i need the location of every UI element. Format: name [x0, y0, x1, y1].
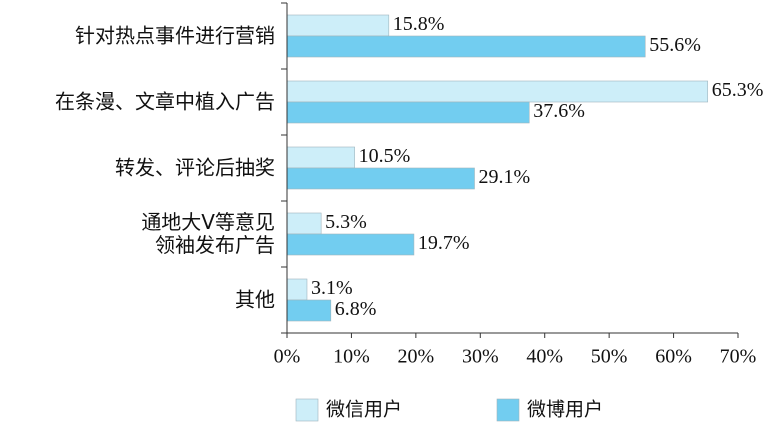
value-label: 5.3% [325, 211, 367, 233]
x-tick-label: 40% [526, 346, 563, 368]
bar [286, 80, 709, 103]
x-tick-label: 10% [333, 346, 370, 368]
bar [286, 299, 332, 322]
x-tick-label: 60% [655, 346, 692, 368]
legend-label: 微博用户 [527, 399, 603, 421]
value-label: 10.5% [359, 145, 411, 167]
bar [286, 101, 530, 124]
value-label: 37.6% [533, 100, 585, 122]
bar [286, 167, 475, 190]
bar [286, 233, 415, 256]
category-label: 在条漫、文章中植入广告 [55, 89, 275, 114]
value-label: 29.1% [478, 166, 530, 188]
x-tick-label: 50% [591, 346, 628, 368]
x-tick-label: 20% [398, 346, 435, 368]
value-label: 19.7% [418, 232, 470, 254]
bar [286, 278, 308, 301]
category-label: 转发、评论后抽奖 [115, 155, 275, 180]
category-label: 通地大V等意见 领袖发布广告 [141, 210, 275, 257]
legend-swatch [295, 398, 319, 422]
legend-swatch [496, 398, 520, 422]
value-label: 3.1% [311, 277, 353, 299]
value-label: 65.3% [712, 79, 764, 101]
value-label: 15.8% [393, 13, 445, 35]
value-label: 6.8% [335, 298, 377, 320]
bar [286, 146, 355, 169]
bar [286, 14, 390, 37]
value-label: 55.6% [649, 34, 701, 56]
category-label: 其他 [235, 287, 275, 312]
x-tick-label: 70% [720, 346, 757, 368]
x-tick-label: 30% [462, 346, 499, 368]
bar [286, 212, 322, 235]
bar [286, 35, 646, 58]
legend-label: 微信用户 [326, 399, 402, 421]
x-tick-label: 0% [274, 346, 301, 368]
category-label: 针对热点事件进行营销 [75, 23, 275, 48]
